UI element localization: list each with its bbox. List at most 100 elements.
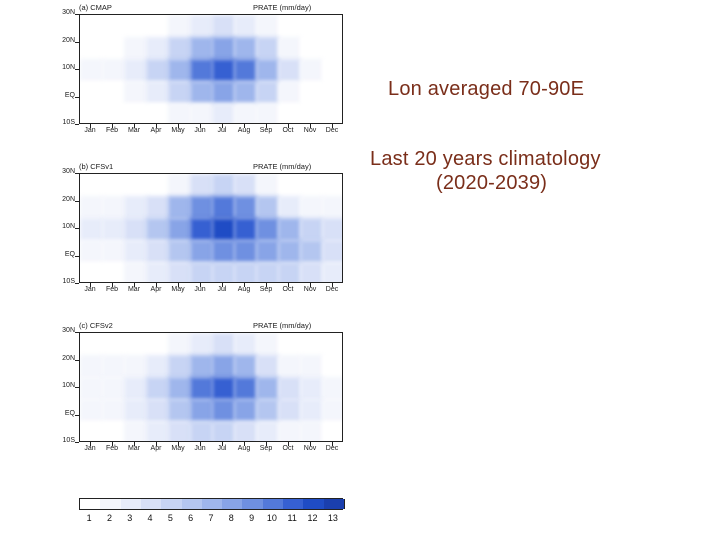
xtick-mark (332, 283, 333, 287)
colorbar-seg (161, 499, 182, 509)
heatmap-cell (300, 218, 323, 241)
colorbar-seg (303, 499, 324, 509)
heatmap-cell (300, 377, 323, 400)
xtick-label: May (171, 445, 184, 452)
heatmap-cell (256, 262, 279, 284)
heatmap-cell (256, 37, 279, 60)
heatmap-cell (212, 15, 235, 38)
heatmap-cell (146, 103, 169, 125)
heatmap-cell (124, 355, 147, 378)
heatmap-cell (234, 262, 257, 284)
heatmap-cell (322, 333, 344, 356)
ytick-mark (75, 42, 79, 43)
xtick-mark (90, 124, 91, 128)
heatmap-cell (256, 81, 279, 104)
xtick-label: Sep (260, 286, 272, 293)
figure-root: { "annotations": { "line1": "Lon average… (0, 0, 720, 540)
heatmap-cell (300, 59, 323, 82)
heatmap-cell (212, 377, 235, 400)
xtick-mark (90, 283, 91, 287)
xtick-mark (310, 283, 311, 287)
ytick-label: 30N (53, 9, 75, 16)
xtick-label: Jun (194, 445, 205, 452)
heatmap-cell (300, 37, 323, 60)
heatmap-cell (190, 59, 213, 82)
heatmap-cell (256, 218, 279, 241)
heatmap-cell (80, 37, 103, 60)
heatmap-cell (278, 262, 301, 284)
heatmap-cell (146, 15, 169, 38)
heatmap-cell (80, 15, 103, 38)
xtick-mark (156, 283, 157, 287)
heatmap-cell (300, 174, 323, 197)
colorbar-label: 10 (267, 513, 277, 523)
heatmap-cell (322, 218, 344, 241)
heatmap-cell (278, 196, 301, 219)
heatmap-cell (168, 262, 191, 284)
heatmap-cell (146, 174, 169, 197)
xtick-mark (156, 442, 157, 446)
xtick-label: Jun (194, 127, 205, 134)
heatmap-cell (146, 59, 169, 82)
xtick-mark (266, 442, 267, 446)
panel-b: (b) CFSv1PRATE (mm/day)30N20N10NEQ10SJan… (0, 170, 370, 314)
heatmap-cell (212, 355, 235, 378)
colorbar-label: 7 (208, 513, 213, 523)
ytick-mark (75, 228, 79, 229)
heatmap-cell (234, 421, 257, 443)
heatmap-cell (278, 218, 301, 241)
ytick-mark (75, 173, 79, 174)
heatmap-cell (278, 399, 301, 422)
heatmap-cell (190, 377, 213, 400)
ytick-mark (75, 387, 79, 388)
xtick-label: Mar (128, 127, 140, 134)
heatmap-cell (102, 399, 125, 422)
xtick-label: Jul (218, 127, 227, 134)
colorbar-seg (324, 499, 345, 509)
colorbar-label: 4 (148, 513, 153, 523)
heatmap-cell (190, 15, 213, 38)
heatmap-cell (322, 240, 344, 263)
ytick-mark (75, 415, 79, 416)
heatmap-cell (256, 103, 279, 125)
heatmap-cell (146, 218, 169, 241)
heatmap-cell (300, 196, 323, 219)
heatmap-cell (256, 333, 279, 356)
colorbar-label: 2 (107, 513, 112, 523)
heatmap-cell (102, 218, 125, 241)
heatmap-cell (212, 240, 235, 263)
xtick-mark (310, 124, 311, 128)
heatmap-cell (124, 81, 147, 104)
xtick-mark (222, 124, 223, 128)
heatmap-cell (322, 262, 344, 284)
heatmap-cell (146, 333, 169, 356)
heatmap-cell (102, 262, 125, 284)
heatmap-cell (190, 240, 213, 263)
heatmap-cell (124, 377, 147, 400)
heatmap-cell (146, 37, 169, 60)
heatmap-cell (190, 196, 213, 219)
heatmap-cell (234, 218, 257, 241)
colorbar-label: 11 (288, 513, 297, 523)
xtick-mark (266, 283, 267, 287)
xtick-label: Jan (84, 286, 95, 293)
heatmap-cell (212, 421, 235, 443)
heatmap-cell (278, 37, 301, 60)
panel-b-title-left: (b) CFSv1 (79, 162, 113, 171)
xtick-label: Apr (151, 286, 162, 293)
heatmap-cell (80, 103, 103, 125)
xtick-mark (112, 442, 113, 446)
heatmap-cell (234, 196, 257, 219)
xtick-label: Feb (106, 286, 118, 293)
heatmap-cell (256, 377, 279, 400)
heatmap-cell (102, 377, 125, 400)
xtick-label: Mar (128, 445, 140, 452)
heatmap-cell (300, 262, 323, 284)
heatmap-cell (102, 37, 125, 60)
heatmap-cell (168, 37, 191, 60)
heatmap-cell (124, 174, 147, 197)
heatmap-cell (322, 59, 344, 82)
heatmap-cell (102, 421, 125, 443)
xtick-label: Oct (283, 127, 294, 134)
heatmap-cell (190, 81, 213, 104)
